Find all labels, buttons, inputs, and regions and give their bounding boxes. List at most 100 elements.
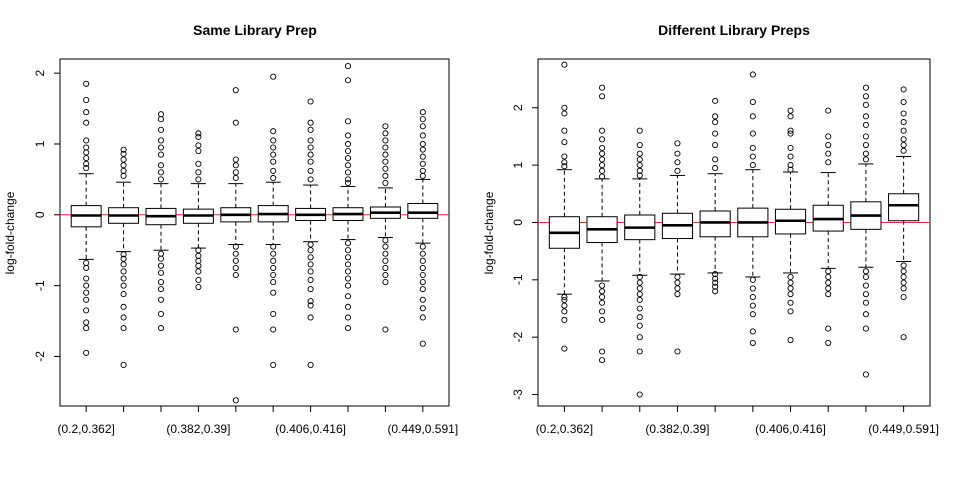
x-tick-label: (0.449,0.591] <box>868 422 939 436</box>
outlier-point <box>344 325 352 332</box>
outlier-point <box>270 144 277 151</box>
outlier-point <box>419 109 426 116</box>
box-10 <box>888 86 920 341</box>
outlier-point <box>83 137 90 144</box>
outlier-point <box>749 71 756 78</box>
outlier-point <box>599 308 606 315</box>
box-1 <box>70 80 102 356</box>
box-6 <box>737 71 769 346</box>
outlier-point <box>83 282 90 289</box>
outlier-point <box>157 151 165 158</box>
outlier-point <box>270 264 277 271</box>
outlier-point <box>344 179 352 186</box>
outlier-point <box>307 261 314 268</box>
outlier-point <box>862 133 869 140</box>
outlier-point <box>307 298 314 305</box>
outlier-point <box>270 73 277 80</box>
outlier-point <box>270 310 277 317</box>
outlier-point <box>862 371 869 378</box>
outlier-point <box>599 144 606 151</box>
outlier-point <box>232 243 239 250</box>
outlier-point <box>195 283 202 291</box>
outlier-point <box>307 286 314 293</box>
outlier-point <box>83 325 90 332</box>
outlier-point <box>599 357 606 364</box>
outlier-point <box>270 289 277 296</box>
y-tick-label: -2 <box>33 351 47 362</box>
outlier-point <box>382 257 389 264</box>
outlier-point <box>419 146 426 153</box>
outlier-point <box>636 127 643 134</box>
iqr-box <box>699 210 731 238</box>
outlier-point <box>232 264 239 271</box>
outlier-point <box>825 133 832 140</box>
outlier-point <box>232 169 239 176</box>
outlier-point <box>787 153 794 160</box>
outlier-point <box>157 144 165 151</box>
box-5 <box>699 97 731 295</box>
outlier-point <box>561 302 568 309</box>
outlier-point <box>270 361 277 368</box>
outlier-point <box>900 285 907 292</box>
outlier-point <box>712 113 719 120</box>
outlier-point <box>825 159 832 166</box>
outlier-point <box>599 156 606 163</box>
outlier-point <box>307 151 314 158</box>
outlier-point <box>120 150 127 157</box>
outlier-point <box>419 257 426 264</box>
outlier-point <box>825 150 832 157</box>
box-3 <box>145 111 177 332</box>
outlier-point <box>270 151 277 158</box>
outlier-point <box>787 144 794 151</box>
outlier-point <box>419 286 426 293</box>
outlier-point <box>157 279 165 286</box>
outlier-point <box>749 130 756 137</box>
outlier-point <box>900 127 907 134</box>
outlier-point <box>157 169 165 176</box>
outlier-point <box>749 144 756 151</box>
outlier-point <box>674 140 681 147</box>
outlier-point <box>344 275 352 282</box>
outlier-point <box>195 160 202 167</box>
y-tick-label: 0 <box>511 219 525 226</box>
box-3 <box>624 127 656 398</box>
outlier-point <box>787 285 794 292</box>
outlier-point <box>195 247 202 254</box>
iqr-box <box>407 202 439 219</box>
outlier-point <box>83 307 90 314</box>
outlier-point <box>419 132 426 139</box>
outlier-point <box>712 275 719 282</box>
box-9 <box>850 84 882 378</box>
outlier-point <box>787 336 794 344</box>
outlier-point <box>599 288 606 295</box>
outlier-point <box>599 162 606 169</box>
plot-frame <box>59 58 450 407</box>
outlier-point <box>749 311 756 318</box>
outlier-point <box>270 271 277 279</box>
outlier-point <box>120 146 127 153</box>
outlier-point <box>232 257 239 264</box>
outlier-point <box>787 113 794 120</box>
y-tick-label: 2 <box>33 70 47 77</box>
outlier-point <box>419 340 426 347</box>
box-9 <box>369 123 401 333</box>
outlier-point <box>382 172 389 179</box>
x-tick-label: (0.2,0.362] <box>57 422 114 436</box>
outlier-point <box>419 123 426 130</box>
outlier-point <box>561 153 568 160</box>
outlier-point <box>787 291 794 298</box>
outlier-point <box>344 140 352 148</box>
outlier-point <box>307 158 314 165</box>
outlier-point <box>636 162 643 169</box>
outlier-point <box>674 291 681 298</box>
box-10 <box>407 109 439 347</box>
outlier-point <box>862 93 869 100</box>
outlier-point <box>83 165 90 172</box>
outlier-point <box>83 119 90 126</box>
outlier-point <box>419 153 426 160</box>
outlier-point <box>83 319 90 326</box>
outlier-point <box>344 268 352 275</box>
x-tick-label: (0.382,0.39] <box>166 422 230 436</box>
outlier-point <box>157 250 165 257</box>
outlier-point <box>419 160 426 167</box>
